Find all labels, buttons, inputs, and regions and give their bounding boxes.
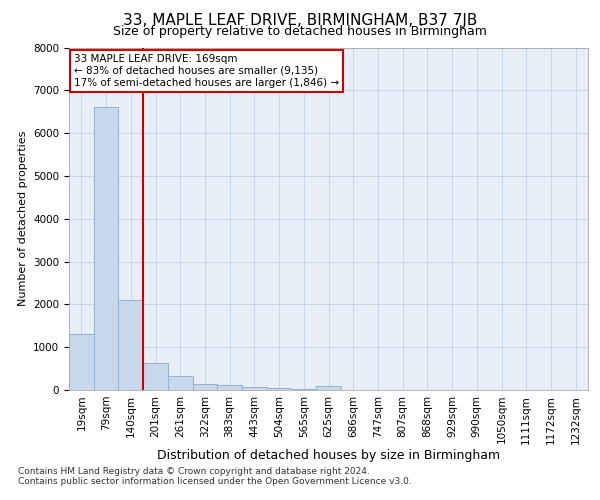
Y-axis label: Number of detached properties: Number of detached properties xyxy=(17,131,28,306)
Bar xyxy=(69,334,94,390)
Bar xyxy=(217,385,242,390)
Bar xyxy=(168,376,193,390)
Bar xyxy=(242,386,267,390)
Text: 33 MAPLE LEAF DRIVE: 169sqm
← 83% of detached houses are smaller (9,135)
17% of : 33 MAPLE LEAF DRIVE: 169sqm ← 83% of det… xyxy=(74,54,340,88)
Bar xyxy=(292,388,316,390)
Bar xyxy=(267,388,292,390)
Text: 33, MAPLE LEAF DRIVE, BIRMINGHAM, B37 7JB: 33, MAPLE LEAF DRIVE, BIRMINGHAM, B37 7J… xyxy=(123,12,477,28)
Text: Contains HM Land Registry data © Crown copyright and database right 2024.: Contains HM Land Registry data © Crown c… xyxy=(18,468,370,476)
Text: Contains public sector information licensed under the Open Government Licence v3: Contains public sector information licen… xyxy=(18,478,412,486)
Bar xyxy=(316,386,341,390)
X-axis label: Distribution of detached houses by size in Birmingham: Distribution of detached houses by size … xyxy=(157,449,500,462)
Bar xyxy=(143,363,168,390)
Bar xyxy=(94,108,118,390)
Bar xyxy=(193,384,217,390)
Text: Size of property relative to detached houses in Birmingham: Size of property relative to detached ho… xyxy=(113,25,487,38)
Bar xyxy=(118,300,143,390)
